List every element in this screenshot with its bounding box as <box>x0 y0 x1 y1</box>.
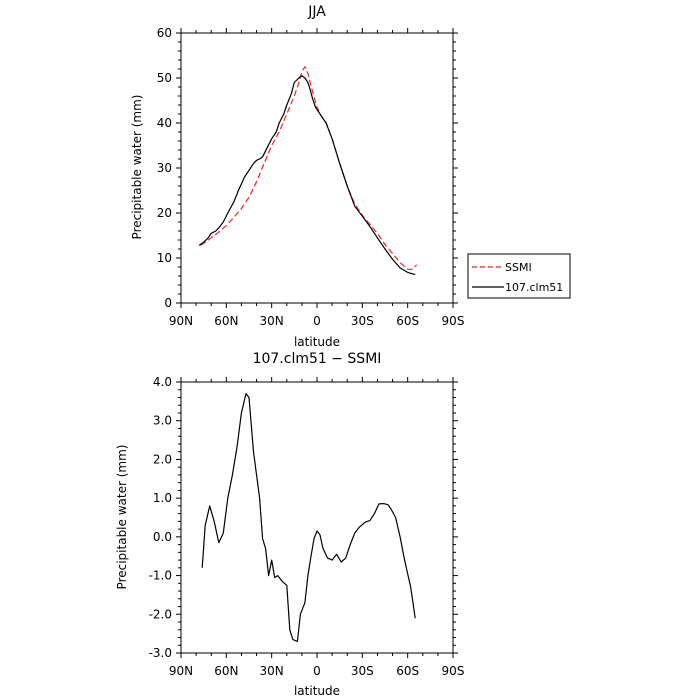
bottom-y-tick-label: -2.0 <box>149 607 172 621</box>
top-plot-frame <box>180 32 454 304</box>
bottom-y-tick-label: 1.0 <box>153 491 172 505</box>
bottom-y-tick-label: -3.0 <box>149 646 172 660</box>
bottom-axes: 90N 60N 30N 0 30S 60S 90S -3.0 -2.0 -1.0 0.0 1.0 2.0… <box>149 375 465 678</box>
top-x-tick-label: 60S <box>396 314 419 328</box>
bottom-x-tick-label: 60S <box>396 664 419 678</box>
top-x-tick-label: 30S <box>351 314 374 328</box>
bottom-x-tick-label: 30N <box>260 664 284 678</box>
bottom-x-tick-label: 30S <box>351 664 374 678</box>
top-series-107-clm51-line <box>198 75 416 276</box>
top-y-axis-label: Precipitable water (mm) <box>130 95 144 240</box>
top-x-tick-label: 0 <box>313 314 321 328</box>
bottom-y-axis-label: Precipitable water (mm) <box>115 445 129 590</box>
bottom-x-tick-label: 90S <box>442 664 465 678</box>
bottom-series-difference-line <box>201 393 416 643</box>
top-y-tick-label: 40 <box>157 116 172 130</box>
top-x-tick-label: 60N <box>214 314 238 328</box>
bottom-y-tick-label: -1.0 <box>149 569 172 583</box>
bottom-series-group <box>201 393 416 643</box>
bottom-y-tick-label: 2.0 <box>153 452 172 466</box>
legend-label-ssmi: SSMI <box>505 261 532 274</box>
top-series-ssmi-line <box>200 66 418 270</box>
bottom-chart-title: 107.clm51 − SSMI <box>253 351 382 367</box>
top-y-tick-label: 10 <box>157 251 172 265</box>
legend-box <box>467 253 571 299</box>
bottom-y-tick-label: 0.0 <box>153 530 172 544</box>
top-y-tick-label: 0 <box>164 296 172 310</box>
top-axes: 90N 60N 30N 0 30S 60S 90S 0 10 20 30 40 50 60 <box>157 26 465 328</box>
top-x-tick-label: 30N <box>260 314 284 328</box>
legend-label-model: 107.clm51 <box>505 281 563 294</box>
top-x-axis-label: latitude <box>294 335 340 349</box>
bottom-x-tick-label: 60N <box>214 664 238 678</box>
top-panel-jja: JJA 90N 60N 30N 0 30S 60S 90S 0 10 20 30 40 50 60 lat… <box>130 4 571 349</box>
top-x-tick-label: 90S <box>442 314 465 328</box>
top-x-tick-label: 90N <box>169 314 193 328</box>
bottom-plot-frame <box>180 381 454 654</box>
bottom-panel-difference: 107.clm51 − SSMI 90N 60N 30N 0 30S 60S 90S -3.0… <box>115 351 464 698</box>
bottom-x-tick-label: 0 <box>313 664 321 678</box>
top-y-tick-label: 20 <box>157 206 172 220</box>
bottom-x-tick-label: 90N <box>169 664 193 678</box>
bottom-y-tick-label: 3.0 <box>153 414 172 428</box>
top-y-tick-label: 30 <box>157 161 172 175</box>
bottom-y-tick-label: 4.0 <box>153 375 172 389</box>
bottom-x-axis-label: latitude <box>294 684 340 698</box>
top-series-group <box>198 66 418 276</box>
top-y-tick-label: 60 <box>157 26 172 40</box>
top-legend: SSMI 107.clm51 <box>467 253 571 299</box>
top-chart-title: JJA <box>307 4 326 20</box>
top-y-tick-label: 50 <box>157 71 172 85</box>
